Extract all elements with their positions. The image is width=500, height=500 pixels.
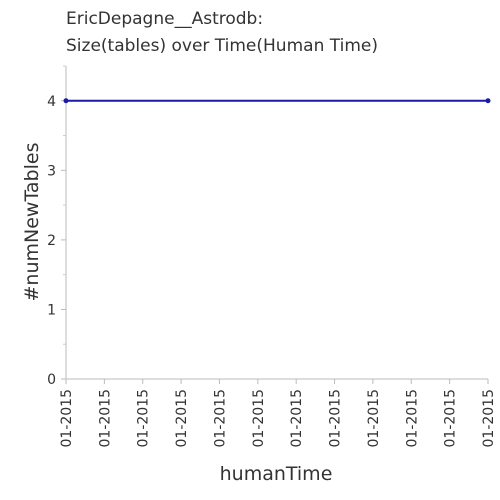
data-point	[63, 98, 69, 104]
chart-title: EricDepagne__Astrodb:	[66, 9, 263, 29]
y-tick-label: 2	[47, 233, 56, 249]
x-ticks: 01-2015 01-2015 01-2015 01-2015 01-2015 01-20…	[59, 379, 497, 448]
y-tick-label: 3	[47, 163, 56, 179]
x-tick-label: 01-2015	[481, 389, 497, 448]
axes	[65, 66, 488, 380]
x-tick-label: 01-2015	[443, 389, 459, 448]
x-tick-label: 01-2015	[366, 389, 382, 448]
chart-subtitle: Size(tables) over Time(Human Time)	[66, 36, 378, 56]
y-tick-label: 1	[47, 302, 56, 318]
x-tick-label: 01-2015	[251, 389, 267, 448]
y-ticks: 0 1 2 3 4	[47, 65, 66, 388]
x-tick-label: 01-2015	[404, 389, 420, 448]
x-tick-label: 01-2015	[97, 389, 113, 448]
data-point	[485, 98, 491, 104]
x-tick-label: 01-2015	[289, 389, 305, 448]
x-tick-label: 01-2015	[136, 389, 152, 448]
x-tick-label: 01-2015	[212, 389, 228, 448]
y-axis-label: #numNewTables	[21, 143, 43, 302]
x-tick-label: 01-2015	[174, 389, 190, 448]
x-axis-label: humanTime	[220, 463, 333, 485]
x-tick-label: 01-2015	[59, 389, 75, 448]
y-tick-label: 4	[47, 94, 56, 110]
x-tick-label: 01-2015	[328, 389, 344, 448]
y-tick-label: 0	[47, 372, 56, 388]
series	[63, 98, 491, 104]
